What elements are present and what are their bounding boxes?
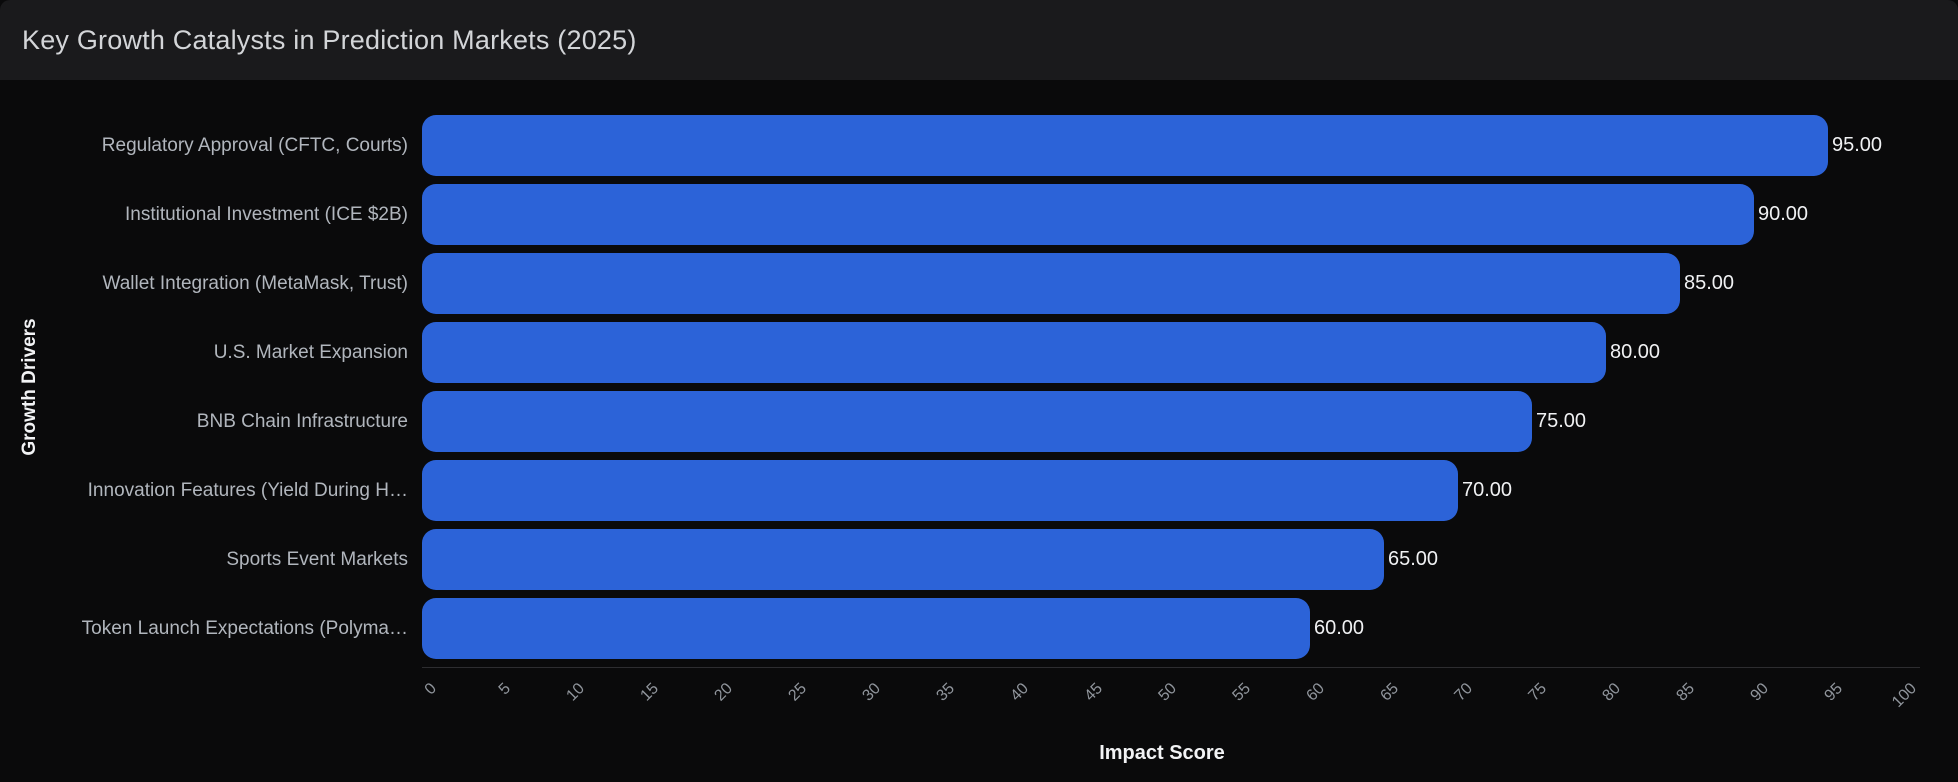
- value-label: 60.00: [1314, 617, 1365, 639]
- bar[interactable]: [422, 322, 1606, 383]
- value-label: 80.00: [1610, 341, 1661, 363]
- x-axis-title: Impact Score: [1099, 742, 1225, 764]
- category-label: BNB Chain Infrastructure: [196, 410, 408, 432]
- category-label: Institutional Investment (ICE $2B): [124, 203, 408, 225]
- bar-row: Sports Event Markets 65.00: [0, 529, 1958, 590]
- x-axis-tick-label: 75: [1525, 680, 1551, 705]
- bar[interactable]: [422, 391, 1532, 452]
- x-axis-tick-label: 100: [1889, 680, 1921, 711]
- bar-row: Regulatory Approval (CFTC, Courts) 95.00: [0, 115, 1958, 176]
- bar[interactable]: [422, 529, 1384, 590]
- x-axis-tick-label: 45: [1081, 680, 1107, 705]
- value-label: 85.00: [1684, 272, 1735, 294]
- x-axis-line: [422, 667, 1920, 668]
- category-label: Innovation Features (Yield During H…: [87, 479, 408, 501]
- x-axis-tick-label: 90: [1747, 680, 1773, 705]
- bar-row: Innovation Features (Yield During H… 70.0…: [0, 460, 1958, 521]
- value-label: 70.00: [1462, 479, 1513, 501]
- value-label: 95.00: [1832, 134, 1883, 156]
- x-axis-tick-label: 5: [495, 680, 515, 699]
- bar-row: Institutional Investment (ICE $2B) 90.00: [0, 184, 1958, 245]
- value-label: 90.00: [1758, 203, 1809, 225]
- x-axis-tick-label: 70: [1451, 680, 1477, 705]
- bar[interactable]: [422, 460, 1458, 521]
- bar[interactable]: [422, 184, 1754, 245]
- bar[interactable]: [422, 115, 1828, 176]
- bar-row: Token Launch Expectations (Polyma… 60.00: [0, 598, 1958, 659]
- x-axis-tick-label: 25: [785, 680, 811, 705]
- category-label: Regulatory Approval (CFTC, Courts): [101, 134, 408, 156]
- x-axis-tick-label: 35: [933, 680, 959, 705]
- category-label: Token Launch Expectations (Polyma…: [81, 617, 408, 639]
- value-label: 75.00: [1536, 410, 1587, 432]
- x-axis-tick-label: 30: [859, 680, 885, 705]
- x-axis-tick-label: 60: [1303, 680, 1329, 705]
- x-axis-tick-label: 20: [711, 680, 737, 705]
- x-axis-tick-label: 40: [1007, 680, 1033, 705]
- category-label: Wallet Integration (MetaMask, Trust): [102, 272, 408, 294]
- x-axis-tick-label: 10: [563, 680, 589, 705]
- category-label: Sports Event Markets: [226, 548, 408, 570]
- bar[interactable]: [422, 598, 1310, 659]
- bar-row: BNB Chain Infrastructure 75.00: [0, 391, 1958, 452]
- x-axis-tick-label: 15: [637, 680, 663, 705]
- chart-title: Key Growth Catalysts in Prediction Marke…: [22, 24, 637, 55]
- x-axis-tick-label: 85: [1673, 680, 1699, 705]
- bar-row: U.S. Market Expansion 80.00: [0, 322, 1958, 383]
- y-axis-title: Growth Drivers: [19, 318, 40, 456]
- value-label: 65.00: [1388, 548, 1439, 570]
- category-label: U.S. Market Expansion: [213, 341, 408, 363]
- bar-chart: Regulatory Approval (CFTC, Courts) 95.00 I…: [0, 80, 1958, 782]
- x-axis-tick-label: 95: [1821, 680, 1847, 705]
- bar[interactable]: [422, 253, 1680, 314]
- bar-row: Wallet Integration (MetaMask, Trust) 85.0…: [0, 253, 1958, 314]
- x-axis-tick-label: 65: [1377, 680, 1403, 705]
- x-axis-tick-label: 80: [1599, 680, 1625, 705]
- chart-header: Key Growth Catalysts in Prediction Marke…: [0, 0, 1958, 80]
- x-axis-tick-label: 0: [421, 680, 441, 699]
